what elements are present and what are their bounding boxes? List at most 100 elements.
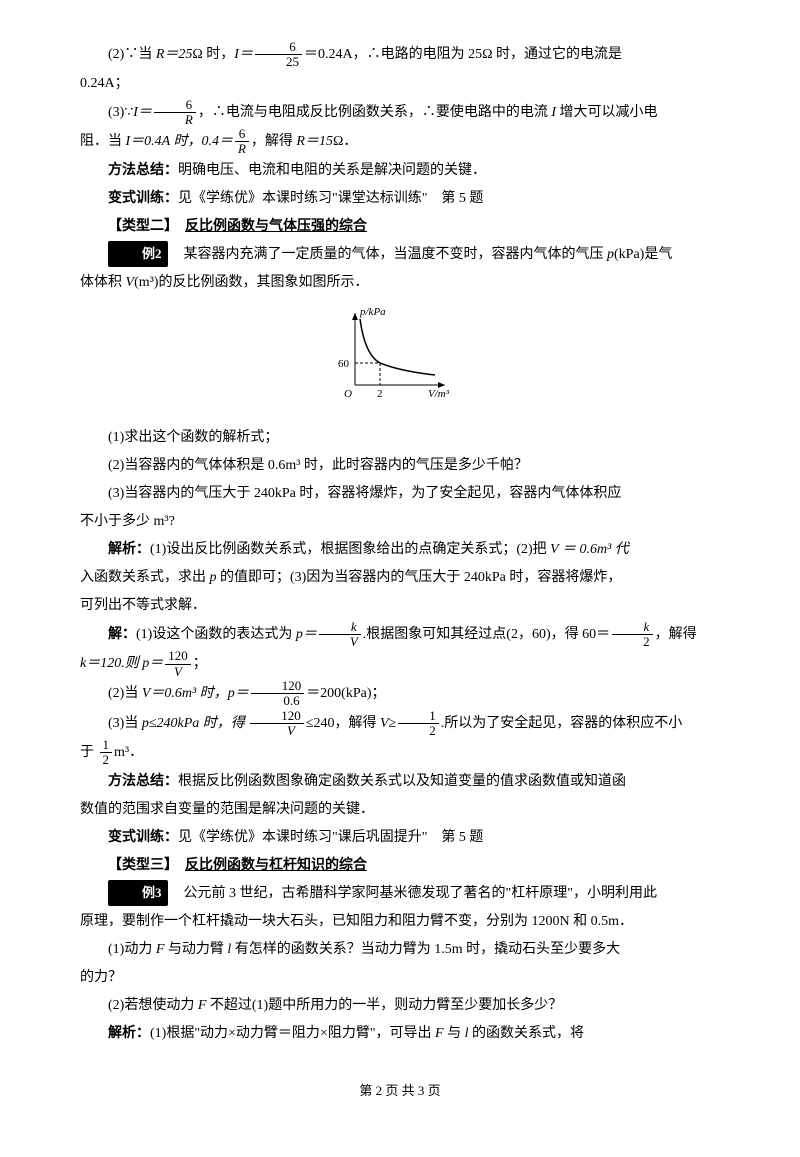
text: (1)设这个函数的表达式为	[136, 627, 296, 642]
text: V ＝ 0.6m³ 代	[550, 542, 629, 557]
method-summary-1: 方法总结：明确电压、电流和电阻的关系是解决问题的关键．	[80, 157, 720, 185]
variant-training-2: 变式训练：见《学练优》本课时练习"课后巩固提升" 第 5 题	[80, 824, 720, 852]
text: 的值即可；(3)因为当容器内的气压大于 240kPa 时，容器将爆炸，	[217, 570, 622, 585]
fraction: 6R	[235, 127, 249, 157]
paragraph-2b: 0.24A；	[80, 70, 720, 98]
example-3-q1b: 的力？	[80, 964, 720, 992]
analysis-2: 解析：(1)设出反比例函数关系式，根据图象给出的点确定关系式；(2)把 V ＝ …	[80, 536, 720, 564]
type-title: 反比例函数与杠杆知识的综合	[185, 858, 367, 873]
text: .所以为了安全起见，容器的体积应不小	[441, 716, 683, 731]
text: V＝0.6m³ 时，	[142, 686, 228, 701]
text: I＝0.4A 时，0.4＝	[126, 134, 233, 149]
text: 增大可以减小电	[556, 105, 658, 120]
type-2-heading: 【类型二】 反比例函数与气体压强的综合	[80, 213, 720, 241]
page-footer: 第 2 页 共 3 页	[80, 1078, 720, 1104]
example-3-q2: (2)若想使动力 F 不超过(1)题中所用力的一半，则动力臂至少要加长多少？	[80, 992, 720, 1020]
text: 与动力臂	[164, 942, 227, 957]
text: ，∴电流与电阻成反比例函数关系，∴要使电路中的电流	[198, 105, 552, 120]
text: (3)当	[108, 716, 142, 731]
text: ＝200(kPa)；	[306, 686, 385, 701]
text: 与	[444, 1026, 465, 1041]
paragraph-3b: 阻．当 I＝0.4A 时，0.4＝6R，解得 R＝15Ω．	[80, 127, 720, 157]
text: (2)若想使动力	[108, 998, 198, 1013]
var-r: R＝25	[156, 47, 193, 62]
text: (2)∵当	[108, 47, 156, 62]
fraction: k2	[612, 620, 653, 650]
example-badge: 例2	[108, 241, 168, 267]
fraction: 625	[255, 40, 302, 70]
text: 公元前 3 世纪，古希腊科学家阿基米德发现了著名的"杠杆原理"，小明利用此	[170, 886, 657, 901]
var-i: I＝	[133, 105, 152, 120]
text: 根据反比例函数图象确定函数关系式以及知道变量的值求函数值或知道函	[178, 774, 626, 789]
var-v: V≥	[380, 716, 396, 731]
text: 不超过(1)题中所用力的一半，则动力臂至少要加长多少？	[206, 998, 562, 1013]
var-p: p	[210, 570, 217, 585]
analysis-label: 解析：	[108, 1026, 150, 1041]
text: 入函数关系式，求出	[80, 570, 210, 585]
solution-1: 解：(1)设这个函数的表达式为 p＝kV.根据图象可知其经过点(2，60)，得 …	[80, 620, 720, 650]
text: ，解得	[655, 627, 697, 642]
solution-3: (3)当 p≤240kPa 时，得 120V≤240，解得 V≥12.所以为了安…	[80, 709, 720, 739]
fraction: 12	[398, 709, 439, 739]
variant-label: 变式训练：	[108, 191, 178, 206]
var-f: F	[435, 1026, 444, 1041]
text: ≤240，解得	[306, 716, 380, 731]
text: k＝120.则	[80, 656, 142, 671]
y-axis-label: p/kPa	[359, 306, 386, 318]
text: (1)根据"动力×动力臂＝阻力×阻力臂"，可导出	[150, 1026, 435, 1041]
y-tick-label: 60	[338, 358, 350, 370]
fraction: 120V	[165, 649, 191, 679]
example-2-text: 例2 某容器内充满了一定质量的气体，当温度不变时，容器内气体的气压 p(kPa)…	[80, 241, 720, 269]
text: (2)当	[108, 686, 142, 701]
type-label: 【类型二】	[108, 219, 171, 234]
text: ，解得	[251, 134, 297, 149]
text: (1)设出反比例函数关系式，根据图象给出的点确定关系式；(2)把	[150, 542, 550, 557]
text: 于	[80, 745, 98, 760]
text: ＝0.24A，∴电路的电阻为 25	[304, 47, 482, 62]
solution-3b: 于 12m³．	[80, 738, 720, 768]
text: (m³)的反比例函数，其图象如图所示．	[134, 275, 368, 290]
x-tick-label: 2	[377, 388, 383, 400]
question-3a: (3)当容器内的气压大于 240kPa 时，容器将爆炸，为了安全起见，容器内气体…	[80, 480, 720, 508]
variant-training-1: 变式训练：见《学练优》本课时练习"课堂达标训练" 第 5 题	[80, 185, 720, 213]
fraction: kV	[319, 620, 361, 650]
solution-1b: k＝120.则 p＝120V；	[80, 649, 720, 679]
var-p: p＝	[296, 627, 317, 642]
method-summary-2: 方法总结：根据反比例函数图象确定函数关系式以及知道变量的值求函数值或知道函	[80, 768, 720, 796]
method-label: 方法总结：	[108, 774, 178, 789]
text: 见《学练优》本课时练习"课堂达标训练" 第 5 题	[178, 191, 483, 206]
fraction: 6R	[154, 98, 196, 128]
question-1: (1)求出这个函数的解析式；	[80, 424, 720, 452]
y-arrow-icon	[352, 313, 358, 320]
analysis-2b: 入函数关系式，求出 p 的值即可；(3)因为当容器内的气压大于 240kPa 时…	[80, 564, 720, 592]
method-summary-2b: 数值的范围求自变量的范围是解决问题的关键．	[80, 796, 720, 824]
text: (3)∵	[108, 105, 133, 120]
text: m³．	[114, 745, 143, 760]
example-3-text-b: 原理，要制作一个杠杆撬动一块大石头，已知阻力和阻力臂不变，分别为 1200N 和…	[80, 908, 720, 936]
example-3-q1: (1)动力 F 与动力臂 l 有怎样的函数关系？当动力臂为 1.5m 时，撬动石…	[80, 936, 720, 964]
text: 见《学练优》本课时练习"课后巩固提升" 第 5 题	[178, 830, 483, 845]
text: Ω 时，	[192, 47, 234, 62]
var-i: I＝	[234, 47, 253, 62]
text: 阻．当	[80, 134, 126, 149]
text: (1)动力	[108, 942, 156, 957]
question-2: (2)当容器内的气体体积是 0.6m³ 时，此时容器内的气压是多少千帕？	[80, 452, 720, 480]
analysis-2c: 可列出不等式求解．	[80, 592, 720, 620]
x-axis-label: V/m³	[428, 388, 450, 400]
analysis-3: 解析：(1)根据"动力×动力臂＝阻力×阻力臂"，可导出 F 与 l 的函数关系式…	[80, 1020, 720, 1048]
solution-label: 解：	[108, 627, 136, 642]
example-2-text-b: 体体积 V(m³)的反比例函数，其图象如图所示．	[80, 269, 720, 297]
type-label: 【类型三】	[108, 858, 171, 873]
example-badge: 例3	[108, 880, 168, 906]
text: 有怎样的函数关系？当动力臂为 1.5m 时，撬动石头至少要多大	[231, 942, 620, 957]
text: (kPa)是气	[614, 247, 672, 262]
text: Ω 时，通过它的电流是	[482, 47, 622, 62]
origin-label: O	[344, 388, 352, 400]
text: p≤240kPa 时，得	[142, 716, 248, 731]
text: Ω．	[333, 134, 357, 149]
fraction: 120V	[250, 709, 304, 739]
example-3-text: 例3 公元前 3 世纪，古希腊科学家阿基米德发现了著名的"杠杆原理"，小明利用此	[80, 880, 720, 908]
var-p: p	[607, 247, 614, 262]
chart-svg: 60 2 O p/kPa V/m³	[330, 305, 470, 405]
text: 某容器内充满了一定质量的气体，当温度不变时，容器内气体的气压	[170, 247, 608, 262]
